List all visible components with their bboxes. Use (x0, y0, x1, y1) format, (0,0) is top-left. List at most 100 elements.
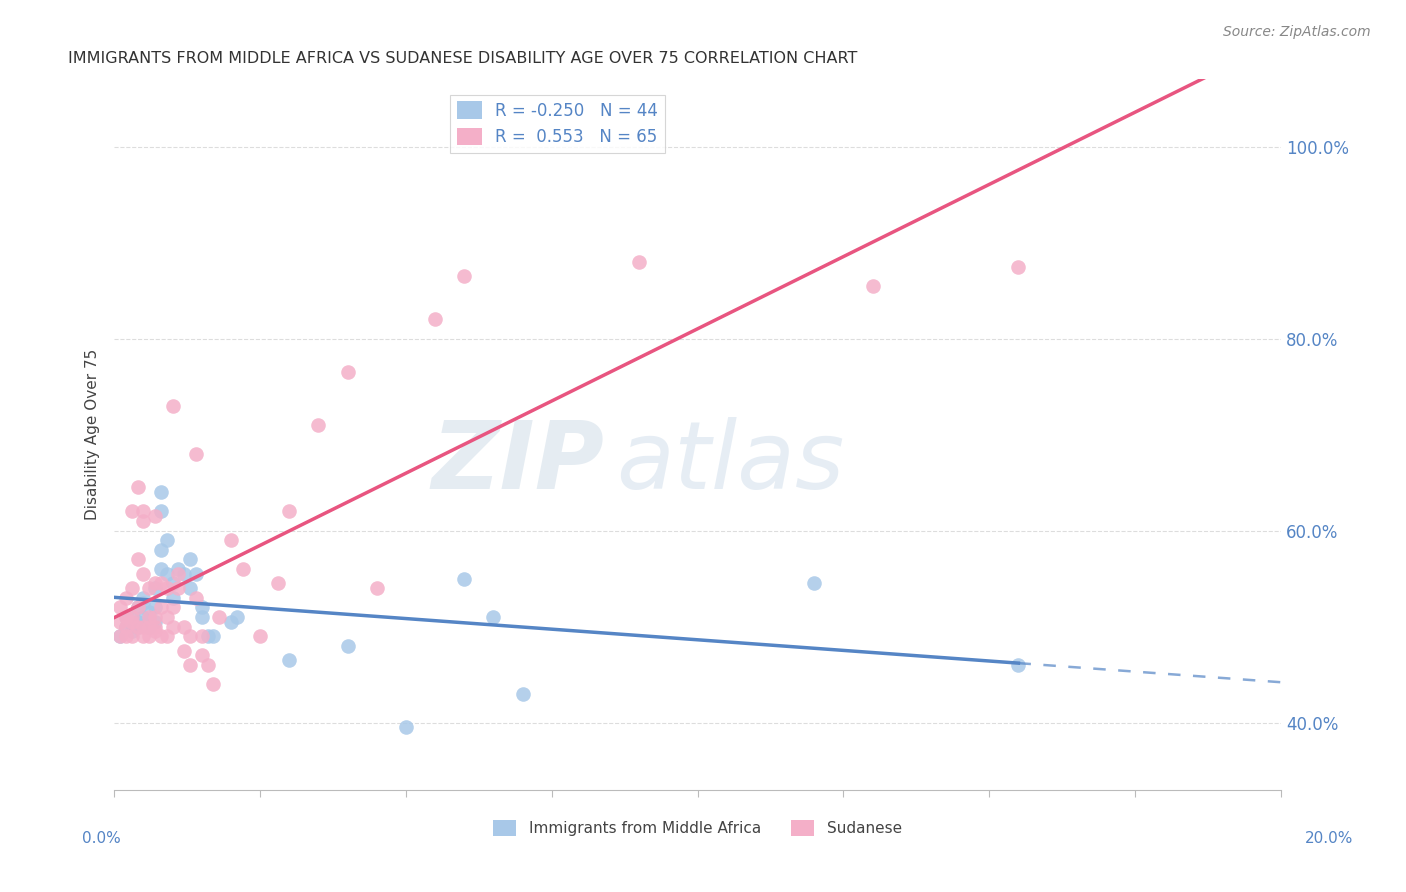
Point (179, 629, 201, 643)
Point (121, 615, 143, 629)
Point (184, 566, 207, 581)
Point (115, 629, 138, 643)
Point (167, 566, 190, 581)
Point (108, 615, 131, 629)
Point (143, 615, 166, 629)
Point (108, 629, 131, 643)
Point (132, 504, 155, 518)
Point (162, 600, 184, 615)
Point (179, 581, 201, 595)
Point (143, 576, 166, 591)
Point (366, 581, 388, 595)
Point (266, 576, 288, 591)
Point (1007, 657, 1029, 672)
Point (132, 591, 155, 605)
Point (127, 600, 149, 615)
Text: 0.0%: 0.0% (82, 831, 121, 846)
Point (115, 610, 138, 624)
Point (197, 657, 219, 672)
Point (190, 629, 212, 643)
Point (278, 653, 301, 667)
Point (862, 278, 884, 293)
Point (138, 619, 160, 633)
Point (138, 605, 160, 619)
Point (121, 504, 143, 518)
Point (197, 629, 219, 643)
Point (138, 619, 160, 633)
Point (628, 254, 651, 268)
Point (803, 576, 825, 591)
Point (143, 509, 166, 524)
Point (278, 504, 301, 518)
Point (156, 566, 179, 581)
Point (162, 591, 184, 605)
Point (132, 629, 155, 643)
Point (423, 312, 446, 326)
Point (156, 533, 179, 548)
Point (336, 365, 359, 379)
Point (231, 562, 253, 576)
Point (162, 619, 184, 633)
Point (121, 610, 143, 624)
Text: ZIP: ZIP (432, 417, 605, 509)
Text: IMMIGRANTS FROM MIDDLE AFRICA VS SUDANESE DISABILITY AGE OVER 75 CORRELATION CHA: IMMIGRANTS FROM MIDDLE AFRICA VS SUDANES… (67, 51, 856, 66)
Text: 20.0%: 20.0% (1305, 831, 1353, 846)
Point (395, 720, 418, 734)
Point (143, 581, 166, 595)
Point (149, 576, 172, 591)
Point (219, 533, 242, 548)
Point (132, 566, 155, 581)
Point (121, 610, 143, 624)
Point (219, 615, 242, 629)
Point (179, 657, 201, 672)
Point (307, 417, 329, 432)
Point (202, 629, 225, 643)
Point (127, 615, 149, 629)
Point (149, 485, 172, 500)
Text: atlas: atlas (616, 417, 844, 508)
Point (132, 596, 155, 610)
Point (453, 269, 475, 284)
Point (149, 629, 172, 643)
Point (190, 648, 212, 663)
Point (249, 629, 271, 643)
Point (138, 615, 160, 629)
Point (127, 480, 149, 494)
Point (149, 504, 172, 518)
Point (121, 581, 143, 595)
Point (149, 600, 172, 615)
Legend: R = -0.250   N = 44, R =  0.553   N = 65: R = -0.250 N = 44, R = 0.553 N = 65 (450, 95, 665, 153)
Point (208, 610, 231, 624)
Point (173, 566, 195, 581)
Point (225, 610, 247, 624)
Point (1007, 260, 1029, 274)
Point (115, 619, 138, 633)
Point (121, 629, 143, 643)
Point (184, 447, 207, 461)
Point (127, 552, 149, 566)
Point (184, 591, 207, 605)
Point (127, 619, 149, 633)
Point (138, 581, 160, 595)
Point (167, 581, 190, 595)
Point (179, 552, 201, 566)
Point (156, 610, 179, 624)
Point (138, 629, 160, 643)
Point (173, 619, 195, 633)
Point (156, 581, 179, 595)
Point (512, 687, 534, 701)
Point (143, 619, 166, 633)
Point (202, 677, 225, 691)
Point (162, 576, 184, 591)
Point (190, 610, 212, 624)
Point (127, 600, 149, 615)
Point (132, 514, 155, 528)
Point (115, 619, 138, 633)
Point (127, 619, 149, 633)
Point (108, 600, 131, 615)
Point (121, 624, 143, 639)
Point (115, 610, 138, 624)
Point (143, 610, 166, 624)
Point (149, 562, 172, 576)
Point (132, 610, 155, 624)
